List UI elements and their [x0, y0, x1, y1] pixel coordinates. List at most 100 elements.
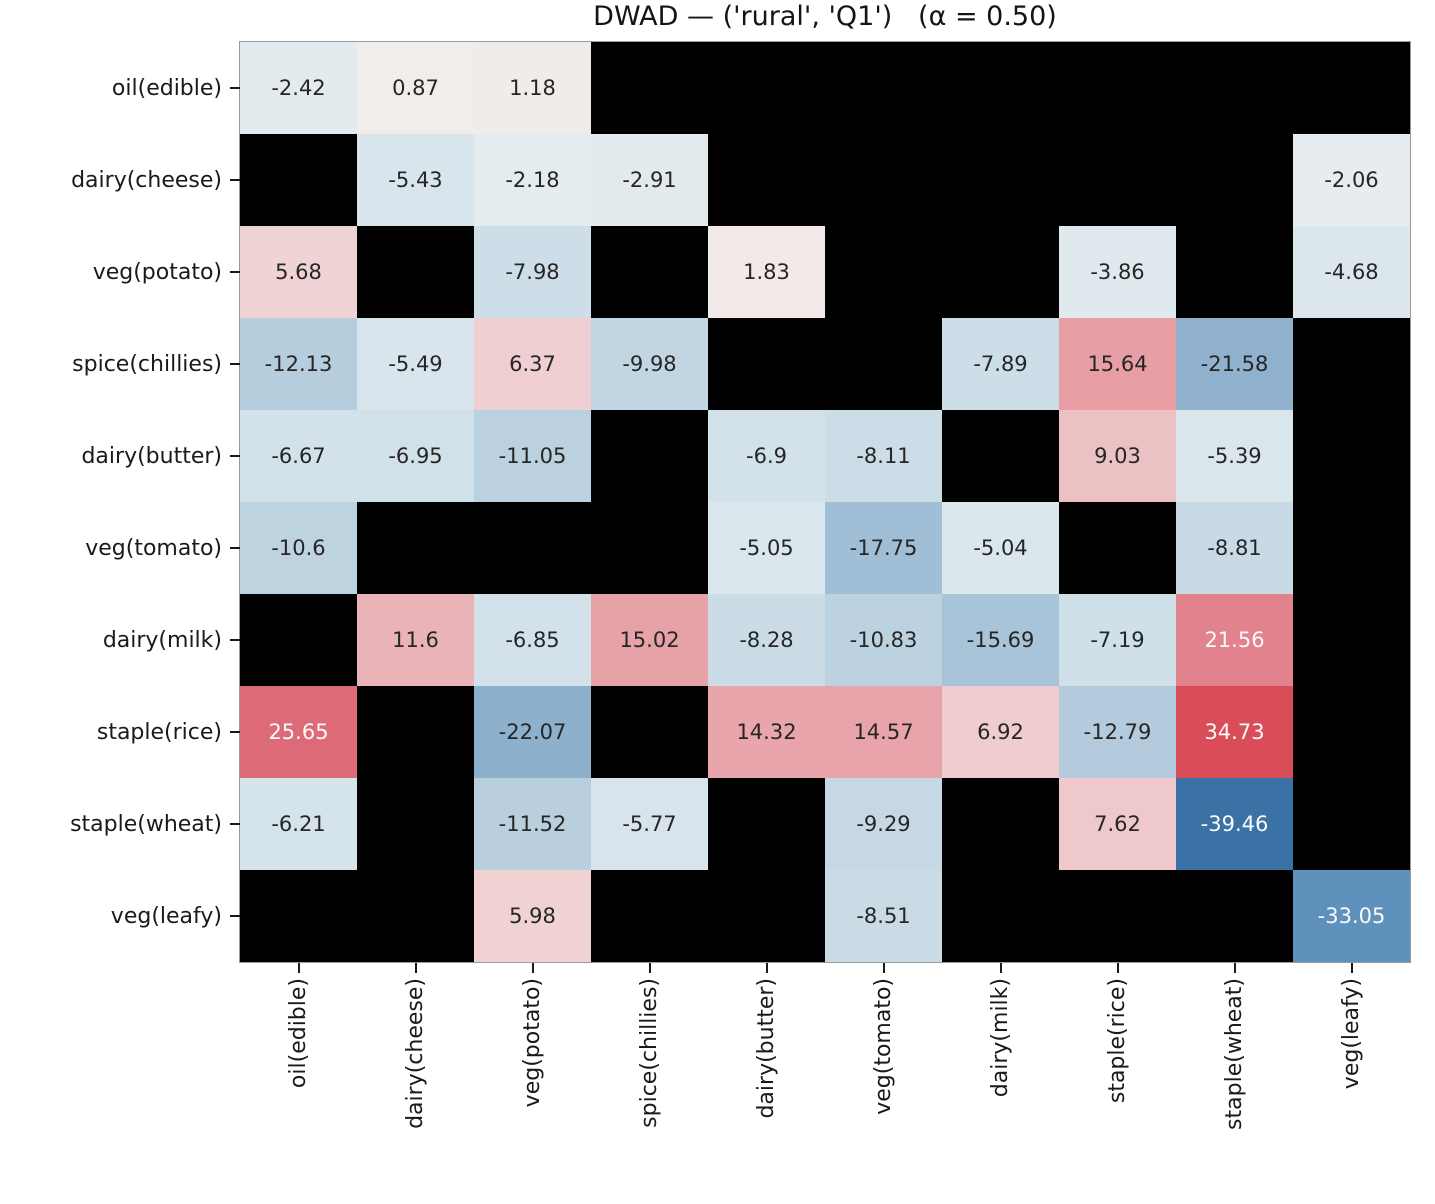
- y-tick-mark: [230, 455, 240, 457]
- y-tick-mark: [230, 547, 240, 549]
- heatmap-cell: 15.64: [1059, 318, 1176, 410]
- heatmap-cell: [591, 226, 708, 318]
- heatmap-cell: -33.05: [1293, 870, 1410, 962]
- x-axis-label-text: dairy(cheese): [403, 978, 428, 1129]
- x-axis-label-text: spice(chillies): [637, 978, 662, 1128]
- y-tick-mark: [230, 363, 240, 365]
- y-axis-label: oil(edible): [111, 75, 222, 101]
- y-tick-mark: [230, 639, 240, 641]
- heatmap-cell: [240, 870, 357, 962]
- chart-title: DWAD — ('rural', 'Q1') (α = 0.50): [593, 1, 1057, 32]
- x-axis-label-text: dairy(butter): [754, 978, 779, 1119]
- x-axis-label: spice(chillies): [591, 978, 708, 1193]
- heatmap-cell: [825, 134, 942, 226]
- heatmap-cell: [357, 502, 474, 594]
- heatmap-cell: [357, 686, 474, 778]
- y-axis-label: staple(rice): [96, 719, 222, 745]
- y-tick-mark: [230, 731, 240, 733]
- heatmap-cell: -2.91: [591, 134, 708, 226]
- heatmap-cell: [825, 226, 942, 318]
- x-tick-mark: [649, 963, 651, 973]
- heatmap-cell: 14.57: [825, 686, 942, 778]
- heatmap-cell: [1293, 594, 1410, 686]
- x-axis-label-text: veg(potato): [520, 978, 545, 1108]
- y-axis-label: veg(tomato): [85, 535, 222, 561]
- y-axis-label: dairy(milk): [102, 627, 222, 653]
- heatmap-cell: -4.68: [1293, 226, 1410, 318]
- x-tick-mark: [1234, 963, 1236, 973]
- y-axis-label: veg(potato): [92, 259, 222, 285]
- heatmap-grid: -2.42 0.87 1.18 -5.43 -2.18 -2.91 -2.06 5.68 -7.…: [239, 41, 1411, 963]
- x-tick-mark: [298, 963, 300, 973]
- heatmap-cell: [942, 226, 1059, 318]
- heatmap-cell: [591, 686, 708, 778]
- heatmap-cell: [357, 778, 474, 870]
- heatmap-cell: [357, 226, 474, 318]
- y-tick-mark: [230, 915, 240, 917]
- y-tick-mark: [230, 179, 240, 181]
- x-axis-label: dairy(milk): [942, 978, 1059, 1193]
- heatmap-cell: -10.6: [240, 502, 357, 594]
- heatmap-cell: [474, 502, 591, 594]
- heatmap-cell: -5.05: [708, 502, 825, 594]
- x-axis-label: oil(edible): [240, 978, 357, 1193]
- heatmap-cell: 14.32: [708, 686, 825, 778]
- heatmap-cell: [1176, 226, 1293, 318]
- heatmap-cell: 6.92: [942, 686, 1059, 778]
- heatmap-cell: [708, 778, 825, 870]
- heatmap-cell: [1059, 42, 1176, 134]
- heatmap-cell: -21.58: [1176, 318, 1293, 410]
- heatmap-cell: -5.04: [942, 502, 1059, 594]
- heatmap-cell: [1293, 778, 1410, 870]
- heatmap-cell: -10.83: [825, 594, 942, 686]
- x-axis-label: staple(rice): [1059, 978, 1176, 1193]
- heatmap-cell: -8.81: [1176, 502, 1293, 594]
- heatmap-cell: 5.98: [474, 870, 591, 962]
- x-axis-label-text: oil(edible): [286, 978, 311, 1089]
- heatmap-cell: -2.42: [240, 42, 357, 134]
- heatmap-cell: 5.68: [240, 226, 357, 318]
- x-axis-label-text: staple(wheat): [1222, 978, 1247, 1130]
- heatmap-cell: [1059, 870, 1176, 962]
- heatmap-cell: -6.95: [357, 410, 474, 502]
- heatmap-cell: 15.02: [591, 594, 708, 686]
- heatmap-cell: 1.83: [708, 226, 825, 318]
- y-tick-mark: [230, 823, 240, 825]
- heatmap-cell: [942, 778, 1059, 870]
- x-axis-label: staple(wheat): [1176, 978, 1293, 1193]
- heatmap-cell: [825, 318, 942, 410]
- y-axis-label: staple(wheat): [70, 811, 222, 837]
- x-tick-mark: [532, 963, 534, 973]
- heatmap-cell: -7.19: [1059, 594, 1176, 686]
- heatmap-cell: [1293, 410, 1410, 502]
- heatmap-cell: -8.51: [825, 870, 942, 962]
- x-axis-label: veg(tomato): [825, 978, 942, 1193]
- heatmap-cell: [1293, 42, 1410, 134]
- heatmap-cell: [1059, 502, 1176, 594]
- heatmap-cell: -7.89: [942, 318, 1059, 410]
- x-tick-mark: [883, 963, 885, 973]
- heatmap-cell: -8.11: [825, 410, 942, 502]
- x-tick-mark: [415, 963, 417, 973]
- x-axis-label-text: dairy(milk): [988, 978, 1013, 1098]
- heatmap-cell: -39.46: [1176, 778, 1293, 870]
- heatmap-cell: [1059, 134, 1176, 226]
- heatmap-cell: [1293, 502, 1410, 594]
- heatmap-cell: [1293, 318, 1410, 410]
- heatmap-cell: [591, 42, 708, 134]
- heatmap-cell: -2.06: [1293, 134, 1410, 226]
- heatmap-cell: -6.21: [240, 778, 357, 870]
- heatmap-cell: -9.98: [591, 318, 708, 410]
- y-tick-mark: [230, 271, 240, 273]
- heatmap-cell: -11.05: [474, 410, 591, 502]
- y-axis-label: spice(chillies): [72, 351, 222, 377]
- heatmap-cell: [1176, 134, 1293, 226]
- x-tick-mark: [1351, 963, 1353, 973]
- heatmap-cell: -7.98: [474, 226, 591, 318]
- heatmap-cell: [942, 134, 1059, 226]
- heatmap-cell: [825, 42, 942, 134]
- x-axis-label-text: veg(leafy): [1339, 978, 1364, 1090]
- heatmap-cell: [942, 870, 1059, 962]
- heatmap-cell: -6.67: [240, 410, 357, 502]
